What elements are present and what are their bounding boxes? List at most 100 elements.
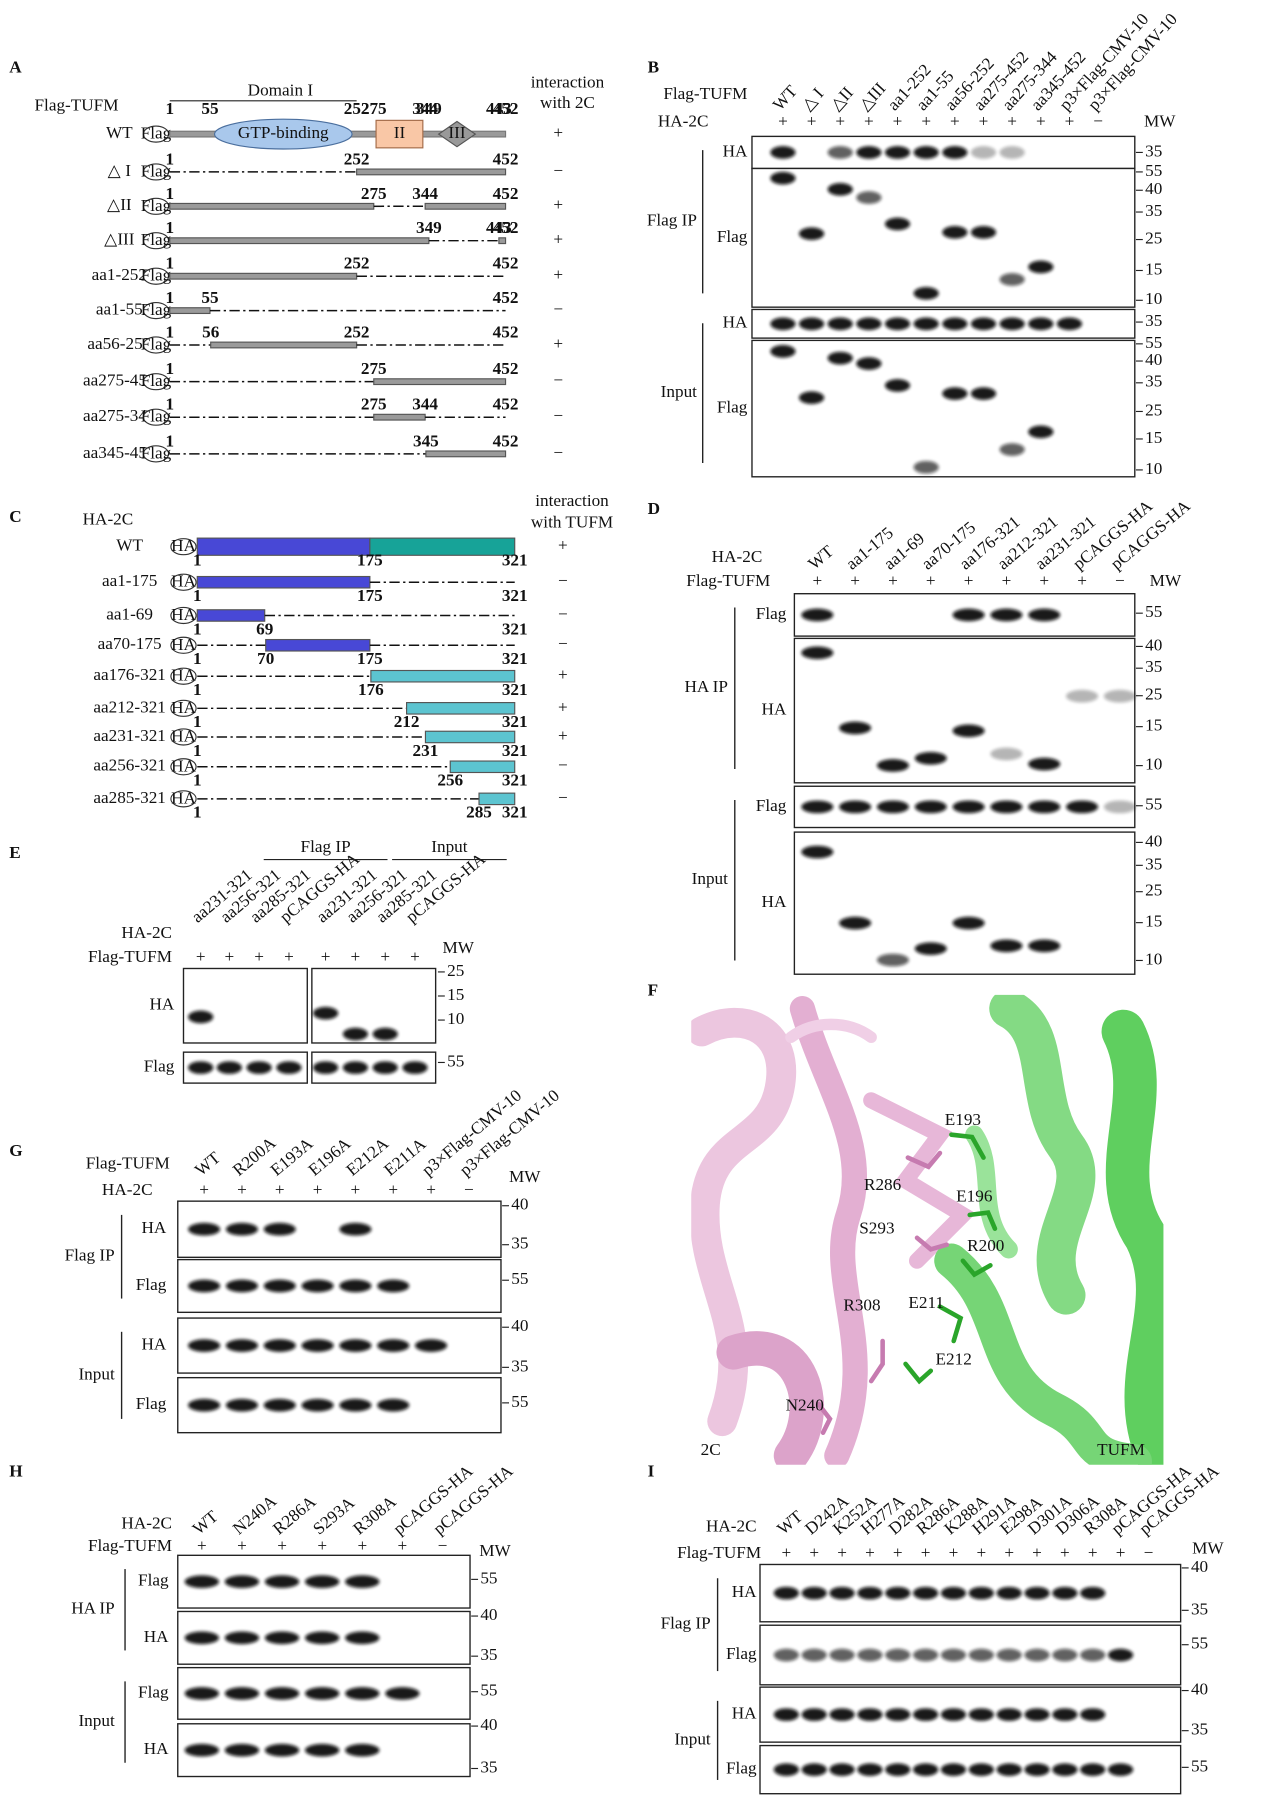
domain-name: II — [394, 123, 406, 142]
band — [801, 845, 834, 859]
domain-name: III — [448, 123, 465, 142]
blot-label: Flag — [136, 1394, 167, 1413]
position-label: 69 — [256, 619, 273, 638]
result: − — [558, 571, 568, 590]
band — [188, 1222, 221, 1236]
mw-label: 40 — [1145, 635, 1162, 654]
retained-region — [196, 537, 371, 556]
band — [990, 800, 1023, 814]
treatment-mark: + — [351, 947, 361, 966]
treatment-mark: + — [1007, 112, 1017, 131]
mw-title: MW — [443, 938, 475, 957]
blot-label: Flag — [756, 604, 787, 623]
position-label: 1 — [165, 218, 174, 237]
column-header: interaction — [531, 73, 605, 92]
mw-label: 25 — [1145, 228, 1162, 247]
retained-region — [373, 378, 507, 386]
retained-region — [424, 730, 516, 744]
row-name: aa275-344 — [83, 406, 156, 425]
group-label: Flag IP — [65, 1246, 115, 1265]
band — [827, 317, 853, 331]
band — [952, 608, 985, 622]
treatment-mark: + — [1088, 1543, 1098, 1562]
result: + — [558, 536, 568, 555]
band — [1080, 1648, 1106, 1662]
mw-label: 55 — [1145, 795, 1162, 814]
row-name: aa1-55 — [96, 300, 143, 319]
blot-label: HA — [149, 995, 174, 1014]
band — [342, 1027, 369, 1041]
band — [246, 1061, 272, 1074]
lanes-title: HA-2C — [121, 923, 172, 942]
treatment-mark: + — [224, 947, 234, 966]
panel-label: H — [9, 1462, 23, 1481]
row-name: aa345-452 — [83, 443, 156, 462]
band — [225, 1339, 258, 1352]
tag — [170, 606, 197, 625]
band — [913, 146, 939, 159]
position-label: 175 — [357, 551, 383, 570]
band — [773, 1708, 799, 1721]
tag-label: Flag — [141, 334, 172, 353]
band — [940, 1648, 967, 1662]
blot-label: Flag — [138, 1571, 169, 1590]
position-label: 452 — [493, 395, 519, 414]
blot-label: Flag — [726, 1759, 757, 1778]
retained-region — [196, 575, 371, 589]
band — [301, 1339, 334, 1352]
treatment-label: Flag-TUFM — [677, 1543, 761, 1562]
band — [224, 1743, 260, 1757]
treatment-mark: + — [321, 947, 331, 966]
tag — [142, 373, 170, 391]
band — [301, 1398, 334, 1412]
blot-label: HA — [141, 1218, 166, 1237]
position-label: 321 — [502, 803, 528, 822]
treatment-mark: + — [778, 112, 788, 131]
band — [372, 1027, 398, 1041]
position-label: 321 — [502, 586, 528, 605]
band — [798, 317, 825, 331]
band — [856, 317, 882, 331]
position-label: 56 — [202, 322, 220, 341]
band — [942, 225, 968, 239]
retained-region — [356, 168, 507, 176]
lane-label: WT — [769, 81, 801, 114]
blot-label: Flag — [717, 227, 748, 246]
domain — [213, 118, 353, 150]
band — [914, 751, 947, 765]
band — [263, 1398, 296, 1412]
position-label: 275 — [361, 184, 387, 203]
lane-label: △III — [855, 79, 890, 115]
mw-label: 40 — [1191, 1557, 1208, 1576]
group-label: HA IP — [684, 677, 727, 696]
band — [999, 273, 1025, 286]
lane-label: R308A — [349, 1492, 400, 1539]
band — [1056, 317, 1083, 331]
blot-label: Flag — [136, 1275, 167, 1294]
band — [188, 1279, 221, 1293]
position-label: 344 — [412, 184, 438, 203]
band — [1052, 1648, 1078, 1662]
lane-label: E193A — [267, 1133, 317, 1179]
mw-label: 10 — [1145, 755, 1162, 774]
band — [263, 1279, 296, 1293]
panel-label: A — [9, 58, 22, 77]
lane-label: △II — [826, 83, 857, 114]
position-label: 344 — [412, 395, 438, 414]
band — [827, 182, 853, 196]
mw-label: 10 — [1145, 289, 1162, 308]
blot-label: HA — [732, 1704, 757, 1723]
row-name: aa275-452 — [83, 371, 156, 390]
row-name: aa212-321 — [93, 697, 166, 716]
band — [913, 1708, 939, 1721]
panel-label: F — [648, 980, 659, 999]
band — [1052, 1763, 1078, 1776]
band — [1080, 1586, 1106, 1600]
band — [913, 1763, 939, 1776]
lane-label: S293A — [309, 1493, 358, 1539]
band — [856, 191, 882, 204]
treatment-mark: + — [1077, 571, 1087, 590]
position-label: 1 — [193, 551, 202, 570]
mw-label: 35 — [1145, 141, 1162, 160]
position-label: 1 — [165, 184, 174, 203]
